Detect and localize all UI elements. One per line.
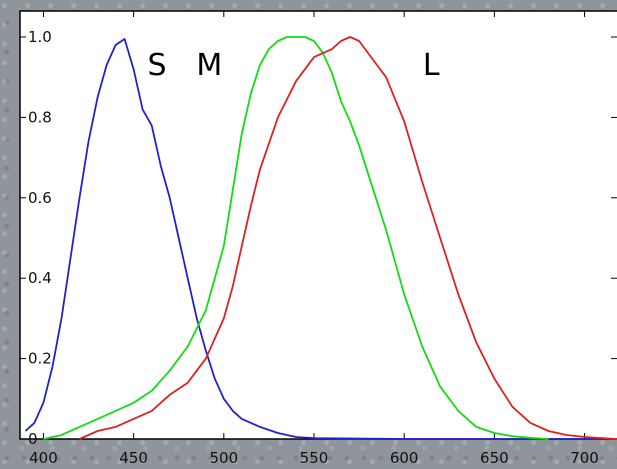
x-tick-label: 400 xyxy=(29,449,58,467)
curve-label-l: L xyxy=(423,48,440,83)
x-tick-label: 500 xyxy=(209,449,238,467)
y-axis-ticks: 0 0.2 0.4 0.6 0.8 1.0 xyxy=(20,28,617,448)
y-tick-label: 1.0 xyxy=(28,28,52,46)
x-tick-label: 550 xyxy=(300,449,329,467)
curve-label-s: S xyxy=(148,48,167,83)
series-line-m xyxy=(43,36,549,440)
x-tick-label: 700 xyxy=(570,449,599,467)
series-line-l xyxy=(79,36,617,440)
y-tick-label: 0.2 xyxy=(28,350,52,368)
curve-label-m: M xyxy=(196,48,222,83)
x-tick-label: 650 xyxy=(480,449,509,467)
y-tick-label: 0 xyxy=(28,430,38,448)
plot-frame xyxy=(19,10,617,440)
series-line-s xyxy=(24,38,617,440)
y-tick-label: 0.6 xyxy=(28,189,52,207)
series-lines xyxy=(24,36,617,440)
x-tick-label: 450 xyxy=(119,449,148,467)
x-tick-label: 600 xyxy=(390,449,419,467)
y-tick-label: 0.4 xyxy=(28,269,52,287)
x-axis-ticks: 400 450 500 550 600 650 700 xyxy=(29,11,599,467)
y-tick-label: 0.8 xyxy=(28,108,52,126)
plot-area xyxy=(19,10,617,440)
